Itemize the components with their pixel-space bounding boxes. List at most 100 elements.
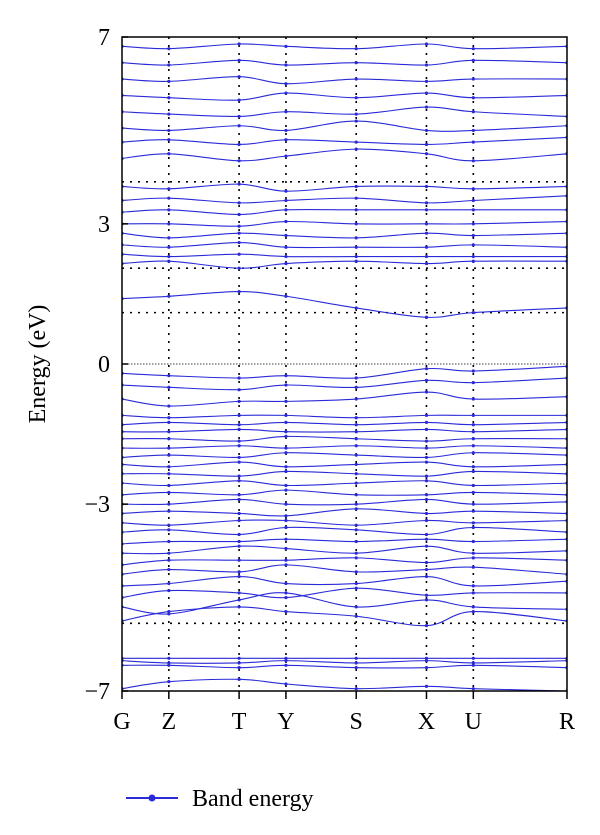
band-point-10-5 (424, 544, 429, 548)
band-line-42 (122, 92, 567, 101)
band-point-37-1 (167, 187, 171, 191)
band-point-2-6 (471, 661, 475, 665)
band-point-8-5 (424, 567, 429, 572)
band-line-39 (122, 136, 567, 145)
band-point-2-1 (167, 661, 171, 665)
band-line-22 (122, 435, 567, 442)
band-point-32-6 (471, 243, 475, 247)
band-point-8-4 (354, 570, 358, 574)
x-tick-label-X: X (418, 709, 435, 735)
band-point-16-4 (354, 493, 358, 497)
band-point-3-2 (237, 656, 241, 660)
band-point-29-5 (424, 315, 429, 319)
band-point-30-5 (424, 261, 429, 266)
band-line-24 (122, 421, 567, 426)
band-point-26-2 (237, 399, 241, 403)
band-point-43-3 (284, 82, 288, 86)
band-point-42-1 (167, 96, 171, 100)
band-point-38-4 (354, 147, 358, 151)
band-point-22-5 (424, 439, 429, 443)
band-point-30-6 (471, 259, 475, 263)
band-point-42-4 (354, 96, 358, 100)
band-point-27-5 (424, 378, 429, 382)
band-point-32-3 (284, 245, 288, 249)
band-point-37-2 (237, 182, 241, 186)
band-point-34-6 (471, 222, 475, 226)
band-point-22-2 (237, 439, 241, 443)
band-line-35 (122, 208, 567, 216)
band-point-31-6 (471, 254, 475, 259)
band-point-7-1 (167, 581, 171, 586)
band-line-30 (122, 260, 567, 269)
band-point-37-3 (284, 189, 288, 193)
band-point-39-1 (167, 138, 171, 142)
band-line-45 (122, 43, 567, 50)
band-point-7-3 (284, 581, 288, 586)
band-point-36-4 (354, 196, 358, 200)
band-point-44-1 (167, 63, 171, 67)
band-point-15-6 (471, 502, 475, 506)
band-point-10-2 (237, 544, 241, 548)
band-point-1-1 (167, 663, 171, 667)
band-point-13-1 (167, 523, 171, 527)
band-point-4-1 (167, 609, 171, 614)
band-line-25 (122, 414, 567, 419)
x-tick-label-G: G (113, 709, 130, 735)
band-point-20-4 (354, 453, 358, 457)
band-line-20 (122, 452, 567, 459)
band-point-6-5 (424, 593, 429, 597)
band-point-28-2 (237, 376, 241, 380)
band-point-16-3 (284, 488, 288, 492)
band-point-25-6 (471, 413, 475, 417)
x-tick-label-S: S (350, 709, 363, 735)
band-point-33-3 (284, 233, 288, 238)
band-point-7-4 (354, 581, 358, 586)
band-point-14-4 (354, 507, 358, 511)
band-point-20-6 (471, 451, 475, 455)
band-point-23-1 (167, 430, 171, 434)
band-point-38-5 (424, 152, 429, 156)
band-line-2 (122, 660, 567, 664)
band-line-18 (122, 470, 567, 477)
legend-label-band-energy: Band energy (192, 786, 314, 812)
band-point-24-5 (424, 420, 429, 424)
band-point-12-4 (354, 528, 358, 532)
band-point-7-6 (471, 584, 475, 588)
band-point-27-2 (237, 388, 241, 392)
band-point-37-4 (354, 184, 358, 189)
band-point-41-2 (237, 114, 241, 119)
band-point-9-3 (284, 558, 288, 562)
band-point-13-2 (237, 518, 241, 523)
band-point-36-2 (237, 201, 241, 205)
band-point-35-5 (424, 208, 429, 212)
band-point-24-6 (471, 423, 475, 427)
band-point-43-1 (167, 79, 171, 83)
band-point-45-3 (284, 44, 288, 48)
band-point-32-1 (167, 245, 171, 249)
band-point-5-3 (284, 591, 288, 595)
band-point-44-6 (471, 58, 475, 62)
band-line-38 (122, 148, 567, 162)
band-point-40-5 (424, 128, 429, 133)
band-point-23-4 (354, 430, 358, 434)
band-point-5-2 (237, 598, 241, 602)
band-line-6 (122, 587, 567, 599)
band-point-15-4 (354, 502, 358, 506)
band-point-5-6 (471, 605, 475, 609)
band-point-3-4 (354, 656, 358, 660)
band-point-3-5 (424, 656, 429, 660)
band-line-0 (122, 678, 567, 691)
x-tick-label-R: R (559, 709, 575, 735)
band-point-19-2 (237, 460, 241, 464)
band-point-6-1 (167, 588, 171, 593)
band-line-36 (122, 195, 567, 204)
y-tick-label: 0 (98, 352, 110, 378)
band-point-35-3 (284, 208, 288, 212)
band-point-43-4 (354, 77, 358, 81)
band-line-26 (122, 391, 567, 407)
band-line-40 (122, 120, 567, 132)
band-point-26-3 (284, 399, 288, 403)
band-point-0-2 (237, 677, 241, 681)
band-point-26-1 (167, 404, 171, 408)
band-point-3-6 (471, 656, 475, 660)
